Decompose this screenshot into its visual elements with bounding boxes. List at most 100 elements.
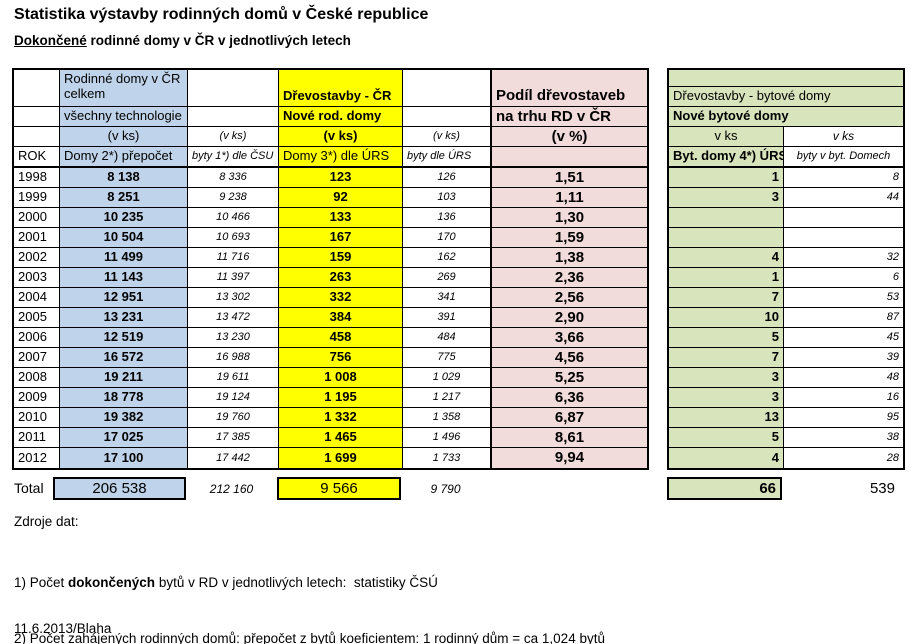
podil-cell: 1,51 <box>492 168 647 188</box>
year-cell: 2009 <box>14 388 60 408</box>
podil-cell: 9,94 <box>492 448 647 468</box>
byty-v-domech-cell: 6 <box>784 268 903 288</box>
total-byt-domy-box: 66 <box>667 477 782 500</box>
podil-cell: 1,30 <box>492 208 647 228</box>
podil-cell: 1,59 <box>492 228 647 248</box>
drevostavby-cell: 167 <box>279 228 403 248</box>
drevostavby-cell: 263 <box>279 268 403 288</box>
year-cell: 1998 <box>14 168 60 188</box>
drevostavby-cell: 1 195 <box>279 388 403 408</box>
byty-v-domech-cell: 87 <box>784 308 903 328</box>
byty-urs-cell: 170 <box>403 228 492 248</box>
csu-header-spacer-1 <box>188 70 279 107</box>
urs-unit-header: (v ks) <box>403 127 492 147</box>
byty-urs-cell: 1 733 <box>403 448 492 468</box>
byty-csu-cell: 11 397 <box>188 268 279 288</box>
page-title: Statistika výstavby rodinných domů v Čes… <box>14 6 429 23</box>
drevostavby-cell: 92 <box>279 188 403 208</box>
podil-cell: 2,36 <box>492 268 647 288</box>
rd-total-cell: 12 951 <box>60 288 188 308</box>
byty-urs-cell: 126 <box>403 168 492 188</box>
csu-header-spacer-2 <box>188 107 279 127</box>
drevostavby-cell: 756 <box>279 348 403 368</box>
rd-total-cell: 8 251 <box>60 188 188 208</box>
byty-urs-cell: 1 496 <box>403 428 492 448</box>
podil-cell: 4,56 <box>492 348 647 368</box>
year-cell: 2010 <box>14 408 60 428</box>
byty-v-domech-cell: 8 <box>784 168 903 188</box>
year-cell: 2008 <box>14 368 60 388</box>
byt-domy-cell: 1 <box>669 168 784 188</box>
drevostavby-cell: 384 <box>279 308 403 328</box>
rok-header-spacer-3 <box>14 127 60 147</box>
total-byty-urs: 9 790 <box>430 481 461 496</box>
rok-header-spacer-1 <box>14 70 60 107</box>
byt-domy-cell: 3 <box>669 188 784 208</box>
byty-v-domech-cell: 32 <box>784 248 903 268</box>
byt-domy-cell: 7 <box>669 288 784 308</box>
byty-urs-cell: 391 <box>403 308 492 328</box>
total-drevostavby-box: 9 566 <box>277 477 401 500</box>
byty-csu-cell: 13 230 <box>188 328 279 348</box>
byt-domy-cell: 5 <box>669 328 784 348</box>
byty-v-domech-cell: 44 <box>784 188 903 208</box>
byty-csu-cell: 11 716 <box>188 248 279 268</box>
byty-urs-cell: 136 <box>403 208 492 228</box>
apartments-label-white-header: byty v byt. Domech <box>784 147 903 168</box>
byty-urs-cell: 1 358 <box>403 408 492 428</box>
year-cell: 2002 <box>14 248 60 268</box>
byty-csu-cell: 8 336 <box>188 168 279 188</box>
rd-total-cell: 12 519 <box>60 328 188 348</box>
byty-urs-cell: 775 <box>403 348 492 368</box>
byt-domy-cell: 10 <box>669 308 784 328</box>
podil-cell: 1,38 <box>492 248 647 268</box>
podil-unit-header: (v %) <box>492 127 647 147</box>
rd-total-cell: 17 100 <box>60 448 188 468</box>
byty-csu-cell: 13 472 <box>188 308 279 328</box>
main-table: Rodinné domy v ČR celkem Dřevostavby - Č… <box>12 68 649 470</box>
year-cell: 2006 <box>14 328 60 348</box>
byty-csu-cell: 10 466 <box>188 208 279 228</box>
podil-cell: 3,66 <box>492 328 647 348</box>
sources-label: Zdroje dat: <box>14 514 79 529</box>
year-cell: 2001 <box>14 228 60 248</box>
byt-domy-cell: 5 <box>669 428 784 448</box>
drevostavby-cell: 332 <box>279 288 403 308</box>
byt-domy-cell <box>669 228 784 248</box>
rd-total-cell: 18 778 <box>60 388 188 408</box>
rd-unit-header: (v ks) <box>60 127 188 147</box>
footnote-1: 1) Počet dokončených bytů v RD v jednotl… <box>14 574 677 593</box>
rd-total-cell: 13 231 <box>60 308 188 328</box>
footnote-1-bold: dokončených <box>68 575 156 590</box>
apartments-unit-green-header: v ks <box>669 127 784 147</box>
byt-domy-cell: 1 <box>669 268 784 288</box>
byty-urs-cell: 269 <box>403 268 492 288</box>
apartments-group-header: Dřevostavby - bytové domy <box>669 87 903 107</box>
byty-csu-cell: 9 238 <box>188 188 279 208</box>
byty-urs-cell: 162 <box>403 248 492 268</box>
csu-unit-header: (v ks) <box>188 127 279 147</box>
year-cell: 2003 <box>14 268 60 288</box>
podil-cell: 6,36 <box>492 388 647 408</box>
byty-csu-cell: 10 693 <box>188 228 279 248</box>
year-cell: 2007 <box>14 348 60 368</box>
rd-total-cell: 11 143 <box>60 268 188 288</box>
total-label: Total <box>14 480 44 496</box>
apartments-header-strip <box>669 70 903 87</box>
byty-urs-cell: 1 029 <box>403 368 492 388</box>
apartments-label-green-header: Byt. domy 4*) ÚRS <box>669 147 784 168</box>
drevostavby-cell: 1 699 <box>279 448 403 468</box>
byty-v-domech-cell: 28 <box>886 451 899 464</box>
rd-sub-header: všechny technologie <box>60 107 188 127</box>
drevostavby-group-header: Dřevostavby - ČR <box>279 70 403 107</box>
apartments-table: Dřevostavby - bytové domy Nové bytové do… <box>667 68 905 470</box>
byt-domy-cell: 7 <box>669 348 784 368</box>
drevostavby-cell: 1 465 <box>279 428 403 448</box>
byty-v-domech-cell: 48 <box>784 368 903 388</box>
rd-total-cell: 19 211 <box>60 368 188 388</box>
rd-label-header: Domy 2*) přepočet <box>60 147 188 168</box>
rd-total-cell: 19 382 <box>60 408 188 428</box>
rd-total-cell: 8 138 <box>60 168 188 188</box>
date-author: 11.6.2013/Blaha <box>14 621 112 636</box>
byty-csu-cell: 13 302 <box>188 288 279 308</box>
